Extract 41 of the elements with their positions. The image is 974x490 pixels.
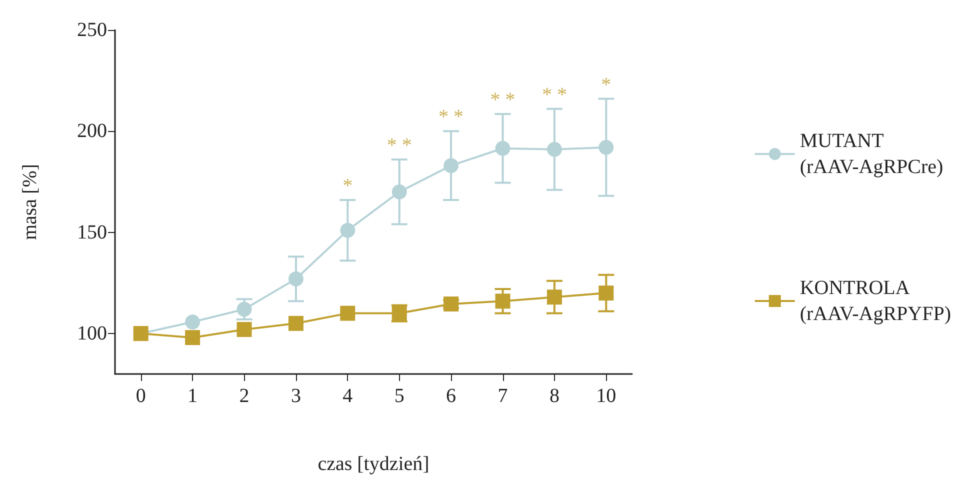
- x-tick-label: 5: [394, 385, 404, 407]
- point: [546, 142, 562, 157]
- x-tick-label: 1: [188, 385, 198, 407]
- point: [546, 290, 562, 305]
- x-tick-label: 6: [446, 385, 456, 407]
- x-axis-title: czas [tydzień]: [318, 453, 430, 475]
- y-tick-label: 200: [77, 120, 107, 142]
- y-tick-label: 150: [77, 221, 107, 244]
- x-tick-label: 0: [136, 385, 146, 407]
- legend-label: MUTANT (rAAV-AgRPCre): [800, 130, 944, 178]
- x-tick-label: 8: [549, 385, 560, 407]
- legend-label: KONTROLA (rAAV-AgRPYFP): [800, 277, 952, 325]
- annotation: *: [601, 74, 612, 96]
- point: [340, 222, 356, 238]
- annotation: * *: [386, 134, 412, 157]
- point: [598, 140, 614, 155]
- point: [495, 294, 510, 309]
- point: [495, 140, 510, 156]
- y-tick-label: 100: [77, 322, 107, 345]
- point: [444, 158, 459, 174]
- point: [288, 316, 304, 331]
- point: [236, 302, 252, 317]
- annotation: * *: [542, 84, 567, 106]
- x-tick-label: 10: [596, 385, 616, 407]
- annotation: * *: [490, 88, 516, 111]
- x-tick-label: 2: [239, 385, 250, 407]
- annotation: * *: [438, 106, 464, 128]
- point: [340, 306, 356, 321]
- point: [444, 296, 459, 312]
- point: [598, 286, 614, 301]
- annotation: *: [342, 174, 353, 197]
- point: [288, 271, 304, 286]
- point: [236, 322, 252, 337]
- point: [185, 330, 200, 346]
- point: [392, 184, 407, 200]
- x-tick-label: 7: [498, 385, 508, 407]
- x-tick-label: 3: [290, 385, 301, 407]
- point: [185, 314, 200, 330]
- y-tick-label: 250: [77, 19, 107, 41]
- x-tick-label: 4: [342, 385, 353, 407]
- y-axis-title: masa [%]: [19, 164, 41, 240]
